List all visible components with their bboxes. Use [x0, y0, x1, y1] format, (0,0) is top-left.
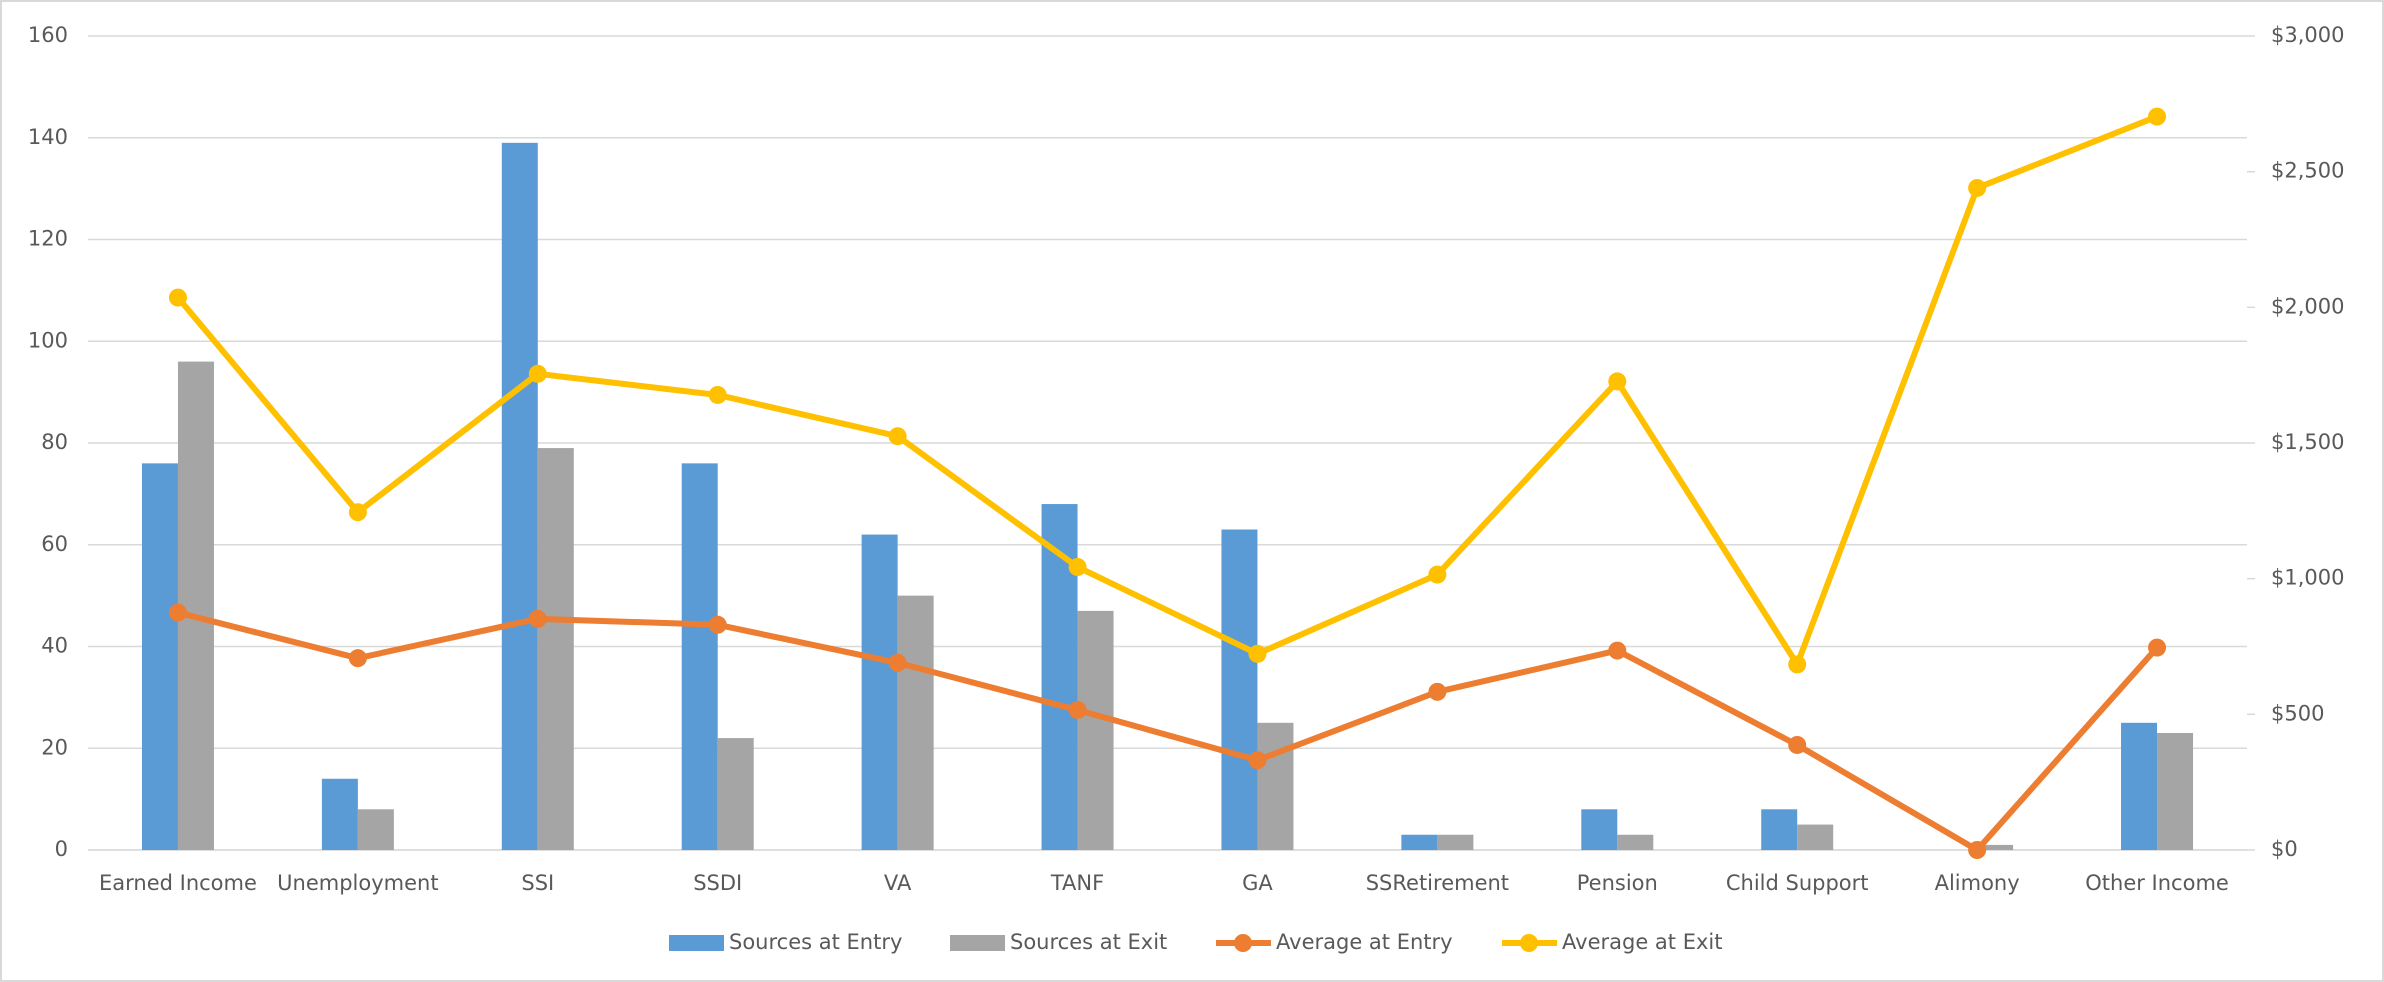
- y2-tick-label: $2,500: [2271, 159, 2344, 183]
- point: [2148, 107, 2167, 126]
- legend-label: Average at Exit: [1562, 930, 1722, 954]
- bar: [1437, 834, 1474, 850]
- point: [1248, 751, 1267, 770]
- bar: [1401, 834, 1438, 850]
- point: [708, 385, 727, 404]
- bar: [861, 534, 898, 850]
- bar: [321, 778, 358, 850]
- bar: [537, 448, 574, 850]
- x-tick-label: TANF: [1050, 871, 1104, 895]
- point: [168, 288, 187, 307]
- bar: [501, 142, 538, 850]
- bar: [897, 595, 934, 850]
- point: [1968, 841, 1987, 859]
- legend-swatch: [669, 935, 724, 951]
- bar: [141, 463, 178, 850]
- point: [348, 503, 367, 522]
- x-tick-label: SSRetirement: [1366, 871, 1509, 895]
- point: [708, 615, 727, 634]
- point: [1608, 372, 1627, 391]
- x-tick-label: SSDI: [693, 871, 742, 895]
- y2-tick-label: $500: [2271, 701, 2324, 725]
- x-tick-label: VA: [884, 871, 912, 895]
- point: [888, 427, 907, 446]
- y-tick-label: 120: [28, 227, 68, 251]
- point: [1608, 641, 1627, 660]
- point: [1788, 655, 1807, 674]
- point: [1068, 557, 1087, 576]
- y-tick-label: 140: [28, 125, 68, 149]
- point: [1428, 565, 1447, 584]
- bar: [1077, 610, 1114, 850]
- y-tick-label: 100: [28, 328, 68, 352]
- line: [177, 609, 2160, 853]
- bar: [1797, 824, 1834, 850]
- legend-label: Average at Entry: [1276, 930, 1453, 954]
- legend-label: Sources at Entry: [729, 930, 902, 954]
- x-tick-label: SSI: [521, 871, 554, 895]
- legend-swatch: [1520, 934, 1538, 952]
- y-tick-label: 60: [41, 532, 68, 556]
- x-tick-label: Unemployment: [277, 871, 438, 895]
- point: [348, 649, 367, 668]
- point: [1068, 700, 1087, 719]
- x-tick-label: Pension: [1577, 871, 1658, 895]
- x-tick-label: Alimony: [1935, 871, 2020, 895]
- bar: [177, 361, 214, 850]
- bar: [1617, 834, 1654, 850]
- point: [1428, 682, 1447, 701]
- point: [528, 364, 547, 383]
- bar: [1221, 529, 1258, 850]
- y2-tick-label: $3,000: [2271, 23, 2344, 47]
- bar: [717, 738, 754, 850]
- point: [168, 603, 187, 622]
- legend-swatch: [950, 935, 1005, 951]
- bar: [1581, 809, 1618, 850]
- y-tick-label: 40: [41, 634, 68, 658]
- x-tick-label: Earned Income: [99, 871, 257, 895]
- bar: [1257, 722, 1294, 850]
- y-tick-label: 80: [41, 430, 68, 454]
- line: [175, 113, 2159, 668]
- point: [1248, 644, 1267, 663]
- point: [528, 609, 547, 628]
- point: [2148, 638, 2167, 657]
- point: [1788, 735, 1807, 754]
- y-tick-label: 20: [41, 735, 68, 759]
- x-tick-label: GA: [1242, 871, 1273, 895]
- bar: [2157, 732, 2194, 850]
- legend-swatch: [1234, 934, 1252, 952]
- bar: [357, 809, 394, 850]
- bar: [681, 463, 718, 850]
- legend-label: Sources at Exit: [1010, 930, 1167, 954]
- x-tick-label: Other Income: [2085, 871, 2229, 895]
- point: [888, 653, 907, 672]
- y-tick-label: 160: [28, 23, 68, 47]
- y2-tick-label: $0: [2271, 837, 2298, 861]
- bar: [1761, 809, 1798, 850]
- point: [1968, 178, 1987, 197]
- bar: [2121, 722, 2158, 850]
- y2-tick-label: $1,000: [2271, 566, 2344, 590]
- y-tick-label: 0: [55, 837, 68, 861]
- y2-tick-label: $1,500: [2271, 430, 2344, 454]
- bar: [1977, 844, 2014, 850]
- y2-tick-label: $2,000: [2271, 294, 2344, 318]
- x-tick-label: Child Support: [1726, 871, 1869, 895]
